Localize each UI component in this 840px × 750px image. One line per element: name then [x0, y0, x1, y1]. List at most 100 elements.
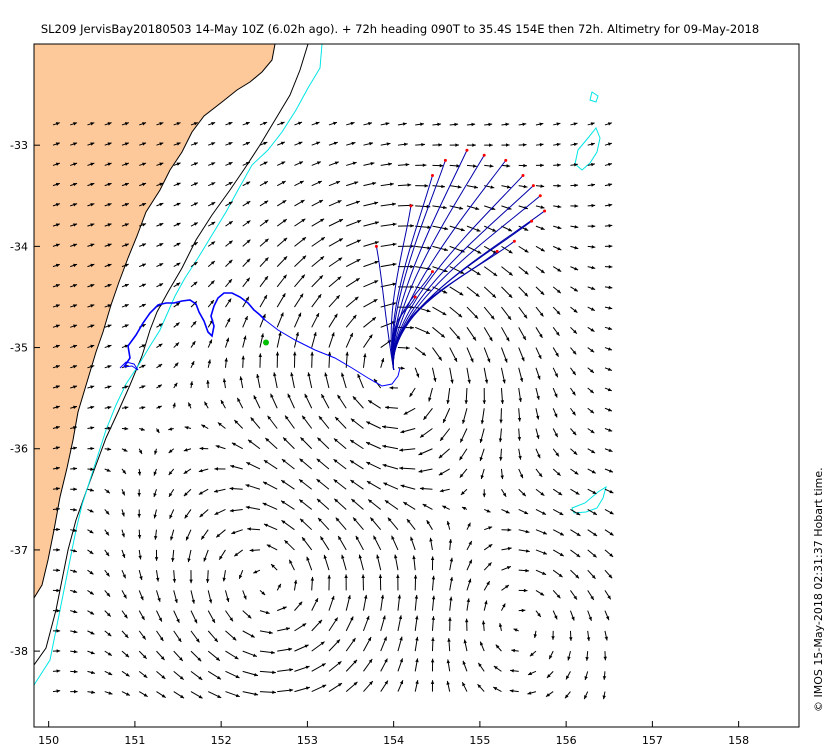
current-arrowhead — [355, 278, 360, 282]
current-arrowhead — [591, 470, 596, 474]
current-arrowhead — [124, 182, 129, 187]
current-arrowhead — [471, 122, 476, 127]
current-arrowhead — [349, 332, 353, 337]
current-arrowhead — [89, 488, 94, 492]
current-arrowhead — [443, 290, 448, 294]
current-arrowhead — [351, 499, 356, 503]
current-arrowhead — [73, 426, 78, 430]
current-arrowhead — [73, 304, 78, 308]
current-arrowhead — [299, 458, 304, 463]
current-arrowhead — [589, 369, 594, 373]
current-arrowhead — [337, 394, 341, 399]
current-arrowhead — [153, 471, 157, 476]
projected-trajectory — [392, 160, 507, 370]
current-arrowhead — [55, 243, 60, 247]
current-arrowhead — [461, 507, 466, 511]
projection-endpoint — [430, 270, 434, 274]
current-arrowhead — [228, 279, 232, 284]
current-arrowhead — [517, 437, 522, 441]
current-arrowhead — [244, 316, 248, 321]
current-arrowhead — [438, 356, 442, 361]
current-arrowhead — [210, 300, 214, 304]
current-arrowhead — [305, 665, 310, 670]
current-arrowhead — [90, 405, 95, 410]
current-arrowhead — [124, 243, 129, 247]
current-arrowhead — [282, 293, 286, 298]
current-arrowhead — [493, 666, 498, 670]
projected-trajectory — [390, 205, 412, 370]
current-arrowhead — [170, 536, 174, 541]
current-arrowhead — [352, 396, 357, 401]
current-arrowhead — [211, 241, 216, 246]
current-arrowhead — [315, 313, 319, 318]
current-arrowhead — [317, 180, 322, 185]
current-arrowhead — [268, 630, 273, 635]
current-arrowhead — [591, 183, 596, 187]
current-arrowhead — [565, 694, 569, 699]
current-arrowhead — [235, 674, 240, 678]
current-arrowhead — [56, 608, 61, 613]
current-arrowhead — [449, 576, 454, 581]
current-arrowhead — [573, 308, 578, 313]
current-arrowhead — [413, 574, 418, 579]
current-arrowhead — [374, 260, 379, 265]
current-arrowhead — [438, 471, 443, 476]
current-arrowhead — [398, 615, 403, 620]
current-arrowhead — [74, 689, 78, 694]
current-arrowhead — [506, 185, 511, 189]
current-arrowhead — [176, 262, 181, 267]
current-arrowhead — [414, 594, 419, 599]
current-arrowhead — [458, 313, 463, 318]
current-arrowhead — [556, 142, 561, 147]
current-arrowhead — [333, 438, 338, 443]
current-arrowhead — [574, 204, 579, 208]
current-arrowhead — [456, 335, 461, 340]
current-arrowhead — [90, 467, 95, 471]
current-arrowhead — [175, 302, 180, 307]
current-arrowhead — [283, 256, 288, 261]
current-arrowhead — [487, 358, 491, 363]
current-arrowhead — [272, 690, 276, 694]
current-arrowhead — [517, 417, 522, 422]
current-arrowhead — [460, 227, 465, 232]
current-arrowhead — [425, 330, 430, 334]
current-arrowhead — [374, 201, 379, 205]
current-arrowhead — [289, 559, 293, 564]
current-arrowhead — [56, 689, 61, 693]
current-arrowhead — [347, 595, 351, 600]
current-arrowhead — [415, 680, 419, 684]
current-arrowhead — [410, 264, 414, 269]
current-arrowhead — [124, 223, 129, 227]
current-arrowhead — [338, 536, 342, 541]
glider-track-start — [119, 361, 139, 371]
current-arrowhead — [283, 274, 287, 279]
current-arrowhead — [588, 616, 592, 621]
current-arrowhead — [243, 335, 247, 340]
current-arrowhead — [157, 384, 162, 389]
current-arrowhead — [609, 553, 614, 557]
current-arrowhead — [193, 222, 198, 226]
current-arrowhead — [602, 695, 606, 700]
current-arrowhead — [298, 141, 303, 145]
current-arrowhead — [522, 336, 526, 341]
current-arrowhead — [211, 221, 216, 226]
current-arrowhead — [159, 637, 164, 641]
current-arrowhead — [607, 122, 612, 126]
current-arrowhead — [459, 473, 464, 478]
current-arrowhead — [90, 162, 95, 166]
current-arrowhead — [555, 331, 560, 336]
current-arrowhead — [350, 121, 355, 126]
current-arrowhead — [374, 280, 379, 284]
current-arrowhead — [351, 638, 356, 643]
current-arrowhead — [281, 459, 286, 463]
current-arrowhead — [158, 343, 163, 348]
current-arrowhead — [446, 680, 450, 685]
current-arrowhead — [505, 143, 510, 147]
current-arrowhead — [107, 385, 112, 389]
current-arrowhead — [366, 615, 370, 620]
current-arrowhead — [438, 143, 443, 147]
current-arrowhead — [216, 533, 221, 538]
current-arrowhead — [73, 203, 78, 207]
current-arrowhead — [468, 559, 472, 564]
current-arrowhead — [493, 272, 498, 277]
